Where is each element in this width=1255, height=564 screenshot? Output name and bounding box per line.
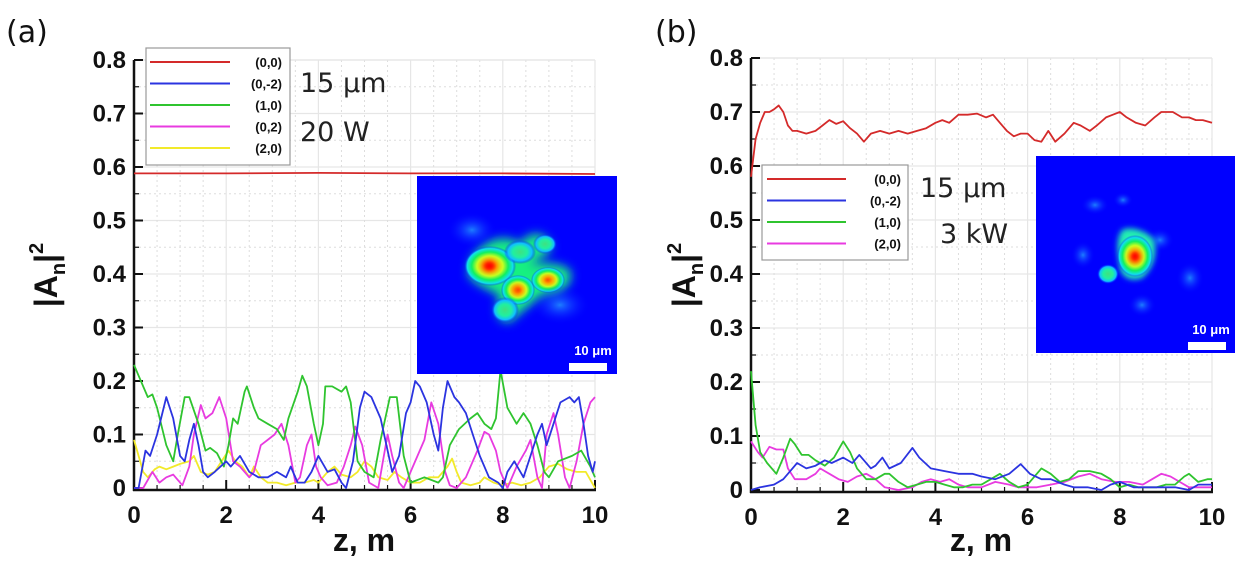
x-tick-label: 6 xyxy=(404,502,417,529)
y-tick-label: 0.2 xyxy=(710,369,743,396)
x-tick-label: 10 xyxy=(1199,504,1226,531)
scale-bar xyxy=(569,363,607,371)
legend-label: (2,0) xyxy=(874,237,901,252)
series-line-0_2 xyxy=(134,396,596,489)
inset-beam-profile: 10 μm xyxy=(417,176,617,374)
series-group xyxy=(750,104,1213,491)
y-axis-title: |An|2 xyxy=(26,243,70,307)
y-tick-label: 0.4 xyxy=(710,261,744,288)
x-tick-label: 4 xyxy=(929,504,943,531)
legend-label: (0,0) xyxy=(874,172,901,187)
x-tick-label: 0 xyxy=(744,504,757,531)
y-tick-label: 0.8 xyxy=(93,47,126,74)
annotation-diameter: 15 μm xyxy=(300,68,386,99)
legend-item: (2,0) xyxy=(150,141,282,156)
y-tick-label: 0.1 xyxy=(93,422,126,449)
x-tick-label: 0 xyxy=(127,502,140,529)
legend-item: (0,-2) xyxy=(767,194,901,209)
y-axis-title-sup: 2 xyxy=(26,243,48,254)
x-tick-label: 2 xyxy=(220,502,233,529)
y-axis-title-sub: n xyxy=(686,263,708,275)
annotation-power: 3 kW xyxy=(940,219,1008,250)
legend: (0,0) (0,-2) (1,0) (0,2) (2,0) xyxy=(145,47,291,166)
panel-label: (a) xyxy=(6,15,48,50)
x-axis-title: z, m xyxy=(333,522,395,558)
x-tick-label: 4 xyxy=(312,502,326,529)
legend-item: (0,0) xyxy=(150,55,282,70)
y-axis-title-sub: n xyxy=(48,263,70,275)
y-tick-label: 0.1 xyxy=(710,423,743,450)
y-axis-title-tail: | xyxy=(666,254,702,263)
x-tick-label: 2 xyxy=(837,504,850,531)
y-tick-label: 0.3 xyxy=(93,315,126,342)
y-tick-labels: 0 0.1 0.2 0.3 0.4 0.5 0.6 0.7 0.8 xyxy=(93,47,127,502)
panel-b: (b) 0 0.1 0.2 0.3 0.4 0.5 0.6 0.7 0.8 0 2 4 6 8 10 z,… xyxy=(655,15,1235,558)
scale-bar xyxy=(1188,342,1226,350)
y-tick-label: 0 xyxy=(113,475,126,502)
y-axis-title-main: |A xyxy=(666,275,702,307)
x-tick-labels: 0 2 4 6 8 10 xyxy=(127,502,608,529)
legend-label: (0,0) xyxy=(255,55,282,70)
x-tick-label: 6 xyxy=(1021,504,1034,531)
legend-label: (0,2) xyxy=(255,120,282,135)
inset-beam-profile: 10 μm xyxy=(1036,156,1235,353)
scale-bar-label: 10 μm xyxy=(1192,322,1230,337)
annotation-power: 20 W xyxy=(300,117,370,148)
x-tick-label: 8 xyxy=(1113,504,1126,531)
y-tick-label: 0.5 xyxy=(710,207,743,234)
panel-a: (a) 0 0.1 0.2 0.3 0.4 0.5 0.6 0.7 0.8 0 2 4 6 8 10 z,… xyxy=(6,15,617,558)
axes xyxy=(132,59,596,492)
series-group xyxy=(133,172,596,489)
legend-label: (2,0) xyxy=(255,141,282,156)
legend-label: (1,0) xyxy=(255,98,282,113)
legend: (0,0) (0,-2) (1,0) (2,0) xyxy=(761,164,909,261)
axes xyxy=(749,57,1213,494)
legend-label: (1,0) xyxy=(874,215,901,230)
x-axis-title: z, m xyxy=(950,522,1012,558)
y-tick-label: 0.7 xyxy=(93,101,126,128)
legend-box xyxy=(145,47,291,166)
legend-item: (0,2) xyxy=(150,120,282,135)
series-line-1_0 xyxy=(133,364,596,484)
y-tick-label: 0.6 xyxy=(710,153,743,180)
legend-item: (0,-2) xyxy=(150,77,282,92)
y-tick-label: 0.4 xyxy=(93,261,127,288)
svg-text:|An|2: |An|2 xyxy=(664,243,708,307)
legend-item: (1,0) xyxy=(767,215,901,230)
series-line-2_0 xyxy=(750,440,1212,491)
annotation-diameter: 15 μm xyxy=(920,173,1006,204)
legend-label: (0,-2) xyxy=(251,77,282,92)
y-axis-title-main: |A xyxy=(28,275,64,307)
x-tick-label: 10 xyxy=(582,502,609,529)
legend-item: (1,0) xyxy=(150,98,282,113)
series-line-0_0 xyxy=(750,104,1213,177)
y-tick-label: 0.3 xyxy=(710,315,743,342)
legend-label: (0,-2) xyxy=(870,194,901,209)
svg-text:|An|2: |An|2 xyxy=(26,243,70,307)
series-line-0_m2 xyxy=(134,380,596,489)
x-tick-label: 8 xyxy=(496,502,509,529)
y-tick-label: 0.6 xyxy=(93,154,126,181)
panel-label: (b) xyxy=(655,15,697,50)
y-axis-title-sup: 2 xyxy=(664,243,686,254)
y-tick-label: 0.5 xyxy=(93,208,126,235)
y-tick-label: 0 xyxy=(730,477,743,504)
y-axis-title: |An|2 xyxy=(664,243,708,307)
scale-bar-label: 10 μm xyxy=(574,343,612,358)
legend-item: (2,0) xyxy=(767,237,901,252)
y-tick-labels: 0 0.1 0.2 0.3 0.4 0.5 0.6 0.7 0.8 xyxy=(710,45,744,504)
x-tick-labels: 0 2 4 6 8 10 xyxy=(744,504,1225,531)
series-line-0_0 xyxy=(134,172,596,175)
y-axis-title-tail: | xyxy=(28,254,64,263)
y-tick-label: 0.8 xyxy=(710,45,743,72)
y-tick-label: 0.2 xyxy=(93,368,126,395)
legend-item: (0,0) xyxy=(767,172,901,187)
y-tick-label: 0.7 xyxy=(710,99,743,126)
series-line-0_m2 xyxy=(750,447,1212,491)
